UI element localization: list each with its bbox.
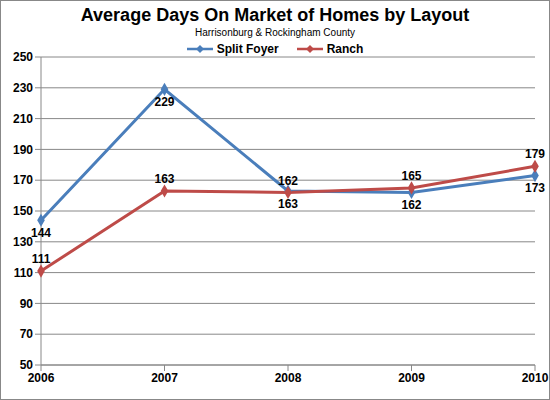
- svg-text:210: 210: [13, 112, 33, 126]
- svg-text:190: 190: [13, 143, 33, 157]
- html-text:Split Foyer: Split Foyer: [216, 42, 279, 56]
- svg-text:110: 110: [14, 266, 34, 280]
- svg-text:2007: 2007: [151, 371, 178, 385]
- svg-text:162: 162: [401, 198, 421, 212]
- svg-text:179: 179: [525, 147, 542, 161]
- svg-text:170: 170: [13, 173, 33, 187]
- html-text:Ranch: Ranch: [326, 42, 364, 56]
- svg-text:2010: 2010: [522, 371, 542, 385]
- svg-text:2006: 2006: [28, 371, 55, 385]
- svg-text:90: 90: [20, 297, 34, 311]
- html-text:Harrisonburg & Rockingham Coun: Harrisonburg & Rockingham County: [195, 27, 355, 38]
- svg-text:173: 173: [525, 181, 542, 195]
- svg-text:111: 111: [32, 252, 51, 266]
- svg-text:144: 144: [31, 226, 51, 240]
- svg-text:229: 229: [154, 95, 174, 109]
- svg-text:150: 150: [13, 204, 33, 218]
- html-text:Average Days On Market of Home: Average Days On Market of Homes by Layou…: [80, 5, 470, 25]
- svg-text:50: 50: [20, 358, 34, 372]
- svg-text:130: 130: [13, 235, 33, 250]
- svg-text:165: 165: [401, 169, 421, 183]
- svg-text:230: 230: [13, 81, 33, 95]
- svg-text:2008: 2008: [275, 371, 302, 385]
- svg-text:70: 70: [20, 327, 34, 341]
- svg-text:163: 163: [154, 172, 174, 186]
- svg-text:163: 163: [278, 197, 298, 211]
- svg-text:250: 250: [13, 50, 33, 64]
- svg-text:162: 162: [278, 174, 298, 188]
- svg-text:2009: 2009: [398, 371, 425, 385]
